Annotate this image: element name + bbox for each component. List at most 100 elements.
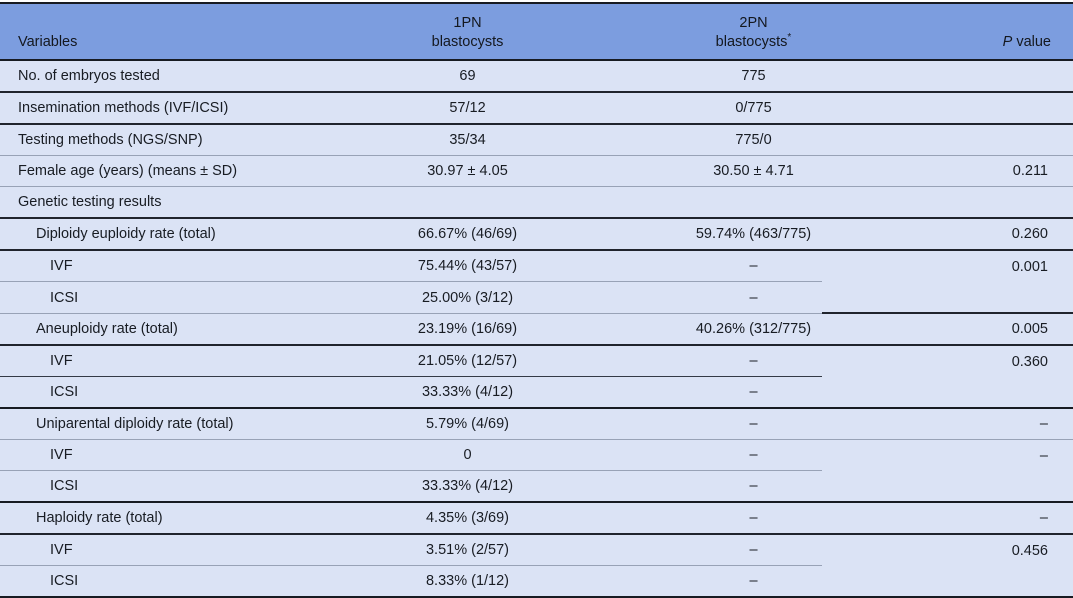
variable-cell: Aneuploidy rate (total) (0, 314, 250, 346)
table-row: Haploidy rate (total) 4.35% (3/69) – – (0, 503, 1073, 535)
variable-cell: No. of embryos tested (0, 61, 250, 93)
table-row: Testing methods (NGS/SNP) 35/34 775/0 (0, 125, 1073, 156)
p-value (822, 187, 1073, 219)
variable-cell: IVF (0, 535, 250, 566)
p-value: – (822, 440, 1073, 471)
p-value (822, 61, 1073, 93)
pn1-value: 8.33% (1/12) (250, 566, 685, 596)
p-value: 0.001 (822, 251, 1073, 282)
p-value (822, 125, 1073, 156)
header-1pn-line1: 1PN (453, 15, 482, 31)
header-row: Variables 1PN blastocysts 2PN blastocyst… (0, 4, 1073, 61)
pn2-value: 59.74% (463/775) (685, 219, 822, 251)
table-row: ICSI 8.33% (1/12) – (0, 566, 1073, 596)
header-variables-label: Variables (18, 34, 78, 50)
pn2-value: – (685, 566, 822, 596)
header-2pn-blastocysts: 2PN blastocysts* (685, 4, 822, 61)
pn1-value: 25.00% (3/12) (250, 282, 685, 314)
pn1-value: 4.35% (3/69) (250, 503, 685, 535)
pn2-value: 775 (685, 61, 822, 93)
pn1-value: 66.67% (46/69) (250, 219, 685, 251)
table-header: Variables 1PN blastocysts 2PN blastocyst… (0, 4, 1073, 61)
variable-cell: ICSI (0, 471, 250, 503)
pn1-value (250, 187, 685, 219)
header-p-italic: P (1002, 34, 1013, 50)
p-value (822, 282, 1073, 314)
pn1-value: 0 (250, 440, 685, 471)
pn2-value: 0/775 (685, 93, 822, 125)
p-value: 0.456 (822, 535, 1073, 566)
variable-cell: IVF (0, 251, 250, 282)
p-value (822, 566, 1073, 596)
table-row: ICSI 33.33% (4/12) – (0, 377, 1073, 409)
table-row: Insemination methods (IVF/ICSI) 57/12 0/… (0, 93, 1073, 125)
table-row: IVF 21.05% (12/57) – 0.360 (0, 346, 1073, 377)
p-value (822, 93, 1073, 125)
pn2-value (685, 187, 822, 219)
variable-cell: Haploidy rate (total) (0, 503, 250, 535)
variable-cell: Uniparental diploidy rate (total) (0, 409, 250, 440)
p-value (822, 471, 1073, 503)
pn2-value: – (685, 440, 822, 471)
pn1-value: 57/12 (250, 93, 685, 125)
table-row: Aneuploidy rate (total) 23.19% (16/69) 4… (0, 314, 1073, 346)
p-value: 0.360 (822, 346, 1073, 377)
pn1-value: 21.05% (12/57) (250, 346, 685, 377)
pn1-value: 3.51% (2/57) (250, 535, 685, 566)
table-row: Uniparental diploidy rate (total) 5.79% … (0, 409, 1073, 440)
pn1-value: 75.44% (43/57) (250, 251, 685, 282)
variable-cell: Female age (years) (means ± SD) (0, 156, 250, 187)
table-row: ICSI 25.00% (3/12) – (0, 282, 1073, 314)
pn2-value: – (685, 346, 822, 377)
variable-cell: IVF (0, 346, 250, 377)
table-row: No. of embryos tested 69 775 (0, 61, 1073, 93)
table-row: IVF 0 – – (0, 440, 1073, 471)
table-row: ICSI 33.33% (4/12) – (0, 471, 1073, 503)
pn2-value: – (685, 535, 822, 566)
p-value: – (822, 409, 1073, 440)
header-p-rest: value (1016, 34, 1051, 50)
pn1-value: 5.79% (4/69) (250, 409, 685, 440)
variable-cell: ICSI (0, 377, 250, 409)
pn2-value: – (685, 282, 822, 314)
header-1pn-blastocysts: 1PN blastocysts (250, 4, 685, 61)
p-value: 0.211 (822, 156, 1073, 187)
pn1-value: 33.33% (4/12) (250, 471, 685, 503)
pn2-value: – (685, 409, 822, 440)
p-value (822, 377, 1073, 409)
footnote-asterisk: * (787, 32, 792, 44)
variable-cell: Testing methods (NGS/SNP) (0, 125, 250, 156)
variable-cell: Insemination methods (IVF/ICSI) (0, 93, 250, 125)
table-row: IVF 75.44% (43/57) – 0.001 (0, 251, 1073, 282)
pn1-value: 35/34 (250, 125, 685, 156)
header-2pn-line2: blastocysts (715, 34, 788, 50)
pn1-value: 30.97 ± 4.05 (250, 156, 685, 187)
pn1-value: 23.19% (16/69) (250, 314, 685, 346)
p-value: 0.260 (822, 219, 1073, 251)
header-2pn-line1: 2PN (739, 15, 768, 31)
table-row: Diploidy euploidy rate (total) 66.67% (4… (0, 219, 1073, 251)
section-row: Genetic testing results (0, 187, 1073, 219)
header-1pn-line2: blastocysts (431, 34, 504, 50)
table-body: No. of embryos tested 69 775 Inseminatio… (0, 61, 1073, 596)
variable-cell: IVF (0, 440, 250, 471)
variable-cell: ICSI (0, 282, 250, 314)
table-row: Female age (years) (means ± SD) 30.97 ± … (0, 156, 1073, 187)
p-value: – (822, 503, 1073, 535)
pn2-value: – (685, 503, 822, 535)
pn2-value: – (685, 251, 822, 282)
header-variables: Variables (0, 4, 250, 61)
header-p-value: P value (822, 4, 1073, 61)
pn2-value: 775/0 (685, 125, 822, 156)
table-row: IVF 3.51% (2/57) – 0.456 (0, 535, 1073, 566)
p-value: 0.005 (822, 314, 1073, 346)
pn2-value: 30.50 ± 4.71 (685, 156, 822, 187)
pn2-value: – (685, 377, 822, 409)
pn2-value: – (685, 471, 822, 503)
variable-cell: Diploidy euploidy rate (total) (0, 219, 250, 251)
pn2-value: 40.26% (312/775) (685, 314, 822, 346)
section-label: Genetic testing results (0, 187, 250, 219)
pn1-value: 69 (250, 61, 685, 93)
